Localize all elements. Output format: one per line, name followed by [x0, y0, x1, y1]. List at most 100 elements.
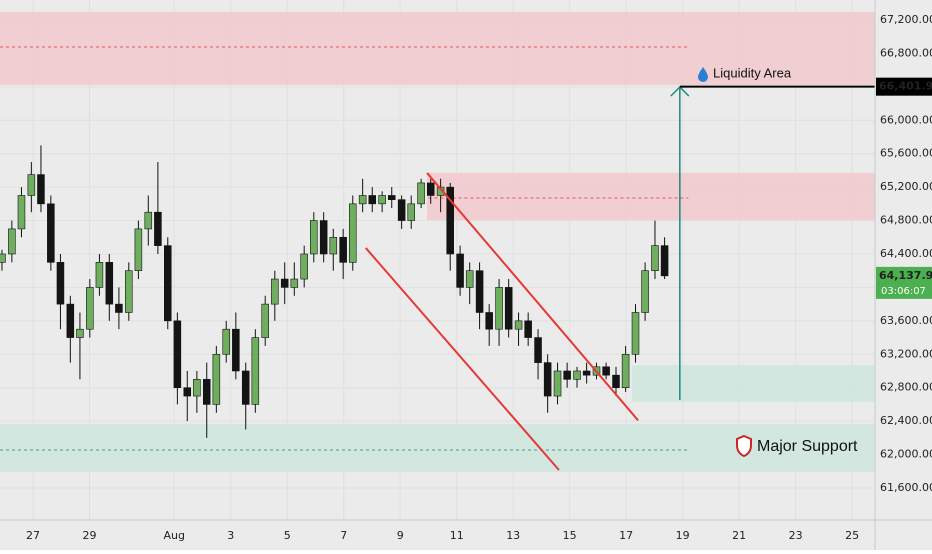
x-tick-label: 29 [83, 529, 97, 542]
candle-body [134, 228, 143, 271]
candle-body [86, 287, 94, 330]
candle-body [651, 245, 659, 271]
candle-body [543, 362, 552, 397]
candle-body [222, 328, 230, 355]
x-tick-label: 17 [619, 529, 633, 542]
price-label: 64,137.97 [879, 269, 932, 282]
candle-body [358, 195, 367, 205]
candle-body [115, 303, 123, 313]
countdown: 03:06:07 [881, 286, 926, 297]
candle-body [563, 370, 571, 380]
y-tick-label: 62,800.00 [880, 381, 932, 394]
candle-body [660, 245, 669, 277]
candle-body [417, 182, 425, 205]
x-tick-label: 7 [340, 529, 347, 542]
candle-body [612, 374, 620, 389]
candle-body [475, 270, 484, 313]
candle-body [144, 211, 153, 230]
y-tick-label: 63,200.00 [880, 347, 932, 360]
zone [427, 172, 875, 220]
candle-body [339, 236, 347, 263]
x-tick-label: 3 [227, 529, 234, 542]
candle-body [329, 236, 338, 255]
annotation: Liquidity Area [713, 65, 792, 80]
candle-body [456, 253, 464, 288]
plot-area [0, 0, 875, 520]
candle-body [271, 278, 279, 305]
candle-body [524, 320, 532, 338]
candle-body [397, 199, 406, 221]
candle-body [47, 203, 55, 263]
y-tick-label: 62,400.00 [880, 414, 932, 427]
candle-body [17, 195, 26, 230]
x-tick-label: 21 [732, 529, 746, 542]
x-tick-label: 11 [450, 529, 464, 542]
y-tick-label: 62,000.00 [880, 448, 932, 461]
y-tick-label: 66,000.00 [880, 113, 932, 126]
candle-body [66, 303, 75, 338]
candle-body [232, 328, 240, 372]
candle-body [125, 270, 133, 313]
x-tick-label: 15 [563, 529, 577, 542]
candle-body [631, 312, 640, 355]
candle-body [154, 211, 162, 246]
zone [631, 365, 875, 402]
trendline [426, 172, 639, 421]
candle-body [387, 195, 396, 200]
candle-body [378, 195, 386, 205]
candle-body [582, 370, 591, 376]
candle-body [8, 228, 16, 255]
candle-body [602, 366, 610, 376]
candle-body [465, 270, 474, 288]
candle-body [202, 379, 211, 405]
y-tick-label: 65,600.00 [880, 147, 932, 160]
x-tick-label: 23 [789, 529, 803, 542]
candle-body [105, 262, 114, 305]
y-tick-label: 64,800.00 [880, 214, 932, 227]
y-tick-label: 66,800.00 [880, 46, 932, 59]
candle-body [0, 253, 6, 263]
y-tick-label: 63,600.00 [880, 314, 932, 327]
candle-body [27, 174, 36, 196]
x-tick-label: 5 [284, 529, 291, 542]
zone [0, 423, 875, 473]
x-tick-label: 13 [506, 529, 520, 542]
x-tick-label: 19 [676, 529, 690, 542]
candle-body [573, 370, 581, 380]
price-label-box [876, 77, 932, 96]
y-tick-label: 61,600.00 [880, 481, 932, 494]
candle-body [290, 278, 299, 288]
candle-body [37, 174, 45, 205]
candle-body [241, 370, 250, 405]
candle-body [164, 245, 172, 322]
shield-icon [736, 434, 752, 458]
candle-body [495, 287, 503, 330]
candle-body [485, 312, 493, 330]
candle-body [183, 387, 192, 397]
candle-body [514, 320, 523, 330]
candle-body [621, 353, 630, 389]
price-label-box [876, 266, 932, 299]
candle-body [56, 262, 65, 305]
candle-body [193, 379, 201, 397]
candle-body [280, 278, 289, 288]
candle-body [319, 220, 328, 255]
candle-body [407, 203, 415, 221]
candle-body [436, 186, 445, 196]
x-tick-label: 25 [845, 529, 859, 542]
candle-body [261, 303, 269, 338]
candle-body [251, 337, 260, 405]
trendline [365, 247, 560, 471]
candle-body [310, 220, 318, 255]
y-tick-label: 64,400.00 [880, 247, 932, 260]
candle-body [95, 262, 104, 288]
y-tick-label: 67,200.00 [880, 13, 932, 26]
candle-body [641, 270, 649, 313]
candle-body [300, 253, 308, 280]
y-tick-label: 65,200.00 [880, 180, 932, 193]
x-tick-label: 27 [26, 529, 40, 542]
candle-body [504, 287, 513, 330]
zone [0, 11, 875, 85]
